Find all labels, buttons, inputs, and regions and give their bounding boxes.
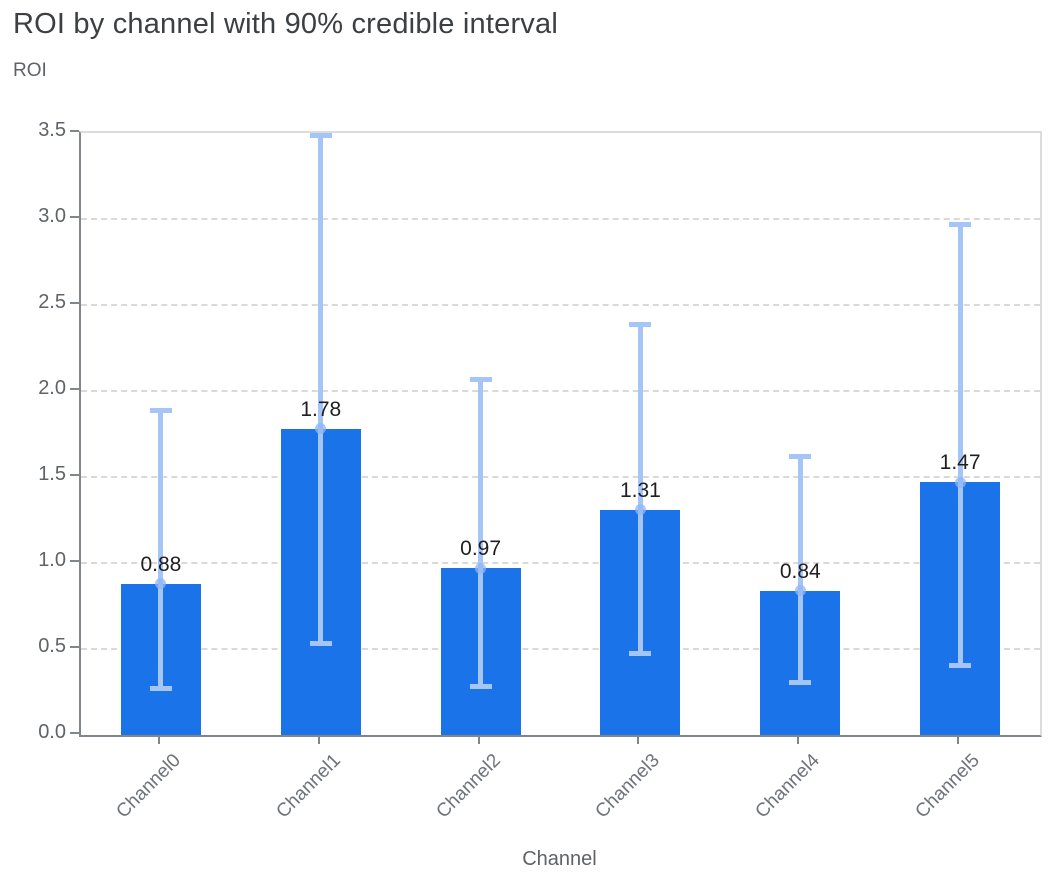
- error-bar-cap-top: [309, 132, 332, 138]
- error-bar-line: [318, 134, 324, 644]
- y-axis-tick: [70, 302, 79, 304]
- y-tick-label: 1.0: [38, 549, 66, 571]
- bar-value-label: 0.97: [460, 537, 502, 561]
- chart-title: ROI by channel with 90% credible interva…: [13, 8, 558, 40]
- x-tick-label-channel5: Channel5: [911, 750, 984, 823]
- y-tick-label: 2.5: [38, 291, 66, 313]
- gridline: [81, 304, 1040, 306]
- bar-value-label: 1.31: [619, 478, 661, 502]
- mean-point-marker: [794, 585, 806, 597]
- mean-point-marker: [954, 476, 966, 488]
- y-axis-tick: [70, 560, 79, 562]
- x-axis-tick: [317, 735, 320, 744]
- y-axis-title: ROI: [13, 60, 47, 81]
- y-axis-tick: [70, 388, 79, 390]
- bar-value-label: 0.88: [140, 552, 182, 576]
- error-bar-cap-top: [469, 376, 492, 382]
- mean-point-marker: [155, 578, 167, 590]
- gridline: [81, 648, 1040, 650]
- y-tick-label: 0.5: [38, 635, 66, 657]
- error-bar-line: [478, 378, 484, 687]
- gridline: [81, 390, 1040, 392]
- error-bar-line: [158, 409, 164, 689]
- x-axis-tick: [477, 735, 480, 744]
- y-tick-label: 3.0: [38, 205, 66, 227]
- gridline: [81, 476, 1040, 478]
- error-bar-cap-bottom: [149, 685, 172, 691]
- y-tick-label: 3.5: [38, 119, 66, 141]
- y-axis-tick: [70, 732, 79, 734]
- x-tick-label-channel2: Channel2: [432, 750, 505, 823]
- error-bar-cap-bottom: [469, 683, 492, 689]
- mean-point-marker: [315, 423, 327, 435]
- x-axis-tick: [957, 735, 960, 744]
- mean-point-marker: [634, 504, 646, 516]
- x-axis-title: Channel: [522, 848, 597, 870]
- y-axis-tick: [70, 130, 79, 132]
- x-tick-label-channel1: Channel1: [272, 750, 345, 823]
- x-tick-label-channel4: Channel4: [751, 750, 825, 823]
- y-tick-label: 1.5: [38, 463, 66, 485]
- error-bar-cap-bottom: [309, 640, 332, 646]
- gridline: [81, 562, 1040, 564]
- y-axis-tick: [70, 474, 79, 476]
- error-bar-line: [797, 456, 803, 684]
- x-tick-label-channel3: Channel3: [591, 750, 665, 823]
- y-tick-label: 2.0: [38, 377, 66, 399]
- bar-value-label: 1.47: [939, 451, 981, 475]
- gridline: [81, 218, 1040, 220]
- x-axis-tick: [797, 735, 800, 744]
- error-bar-cap-top: [149, 407, 172, 413]
- bar-value-label: 1.78: [300, 397, 342, 421]
- y-axis-tick: [70, 646, 79, 648]
- y-tick-label: 0.0: [38, 721, 66, 743]
- x-tick-label-channel0: Channel0: [112, 750, 185, 823]
- error-bar-cap-top: [949, 222, 972, 228]
- error-bar-line: [957, 224, 963, 667]
- error-bar-cap-top: [789, 454, 812, 460]
- error-bar-cap-bottom: [949, 663, 972, 669]
- bar-value-label: 0.84: [779, 559, 821, 583]
- error-bar-cap-bottom: [789, 680, 812, 686]
- plot-area: 0.88 1.78 0.97 1.31 0.84 1.47: [79, 131, 1042, 737]
- mean-point-marker: [475, 562, 487, 574]
- x-axis-tick: [637, 735, 640, 744]
- error-bar-cap-top: [629, 321, 652, 327]
- x-axis-tick: [157, 735, 160, 744]
- y-axis-tick: [70, 216, 79, 218]
- error-bar-line: [637, 323, 643, 655]
- error-bar-cap-bottom: [629, 651, 652, 657]
